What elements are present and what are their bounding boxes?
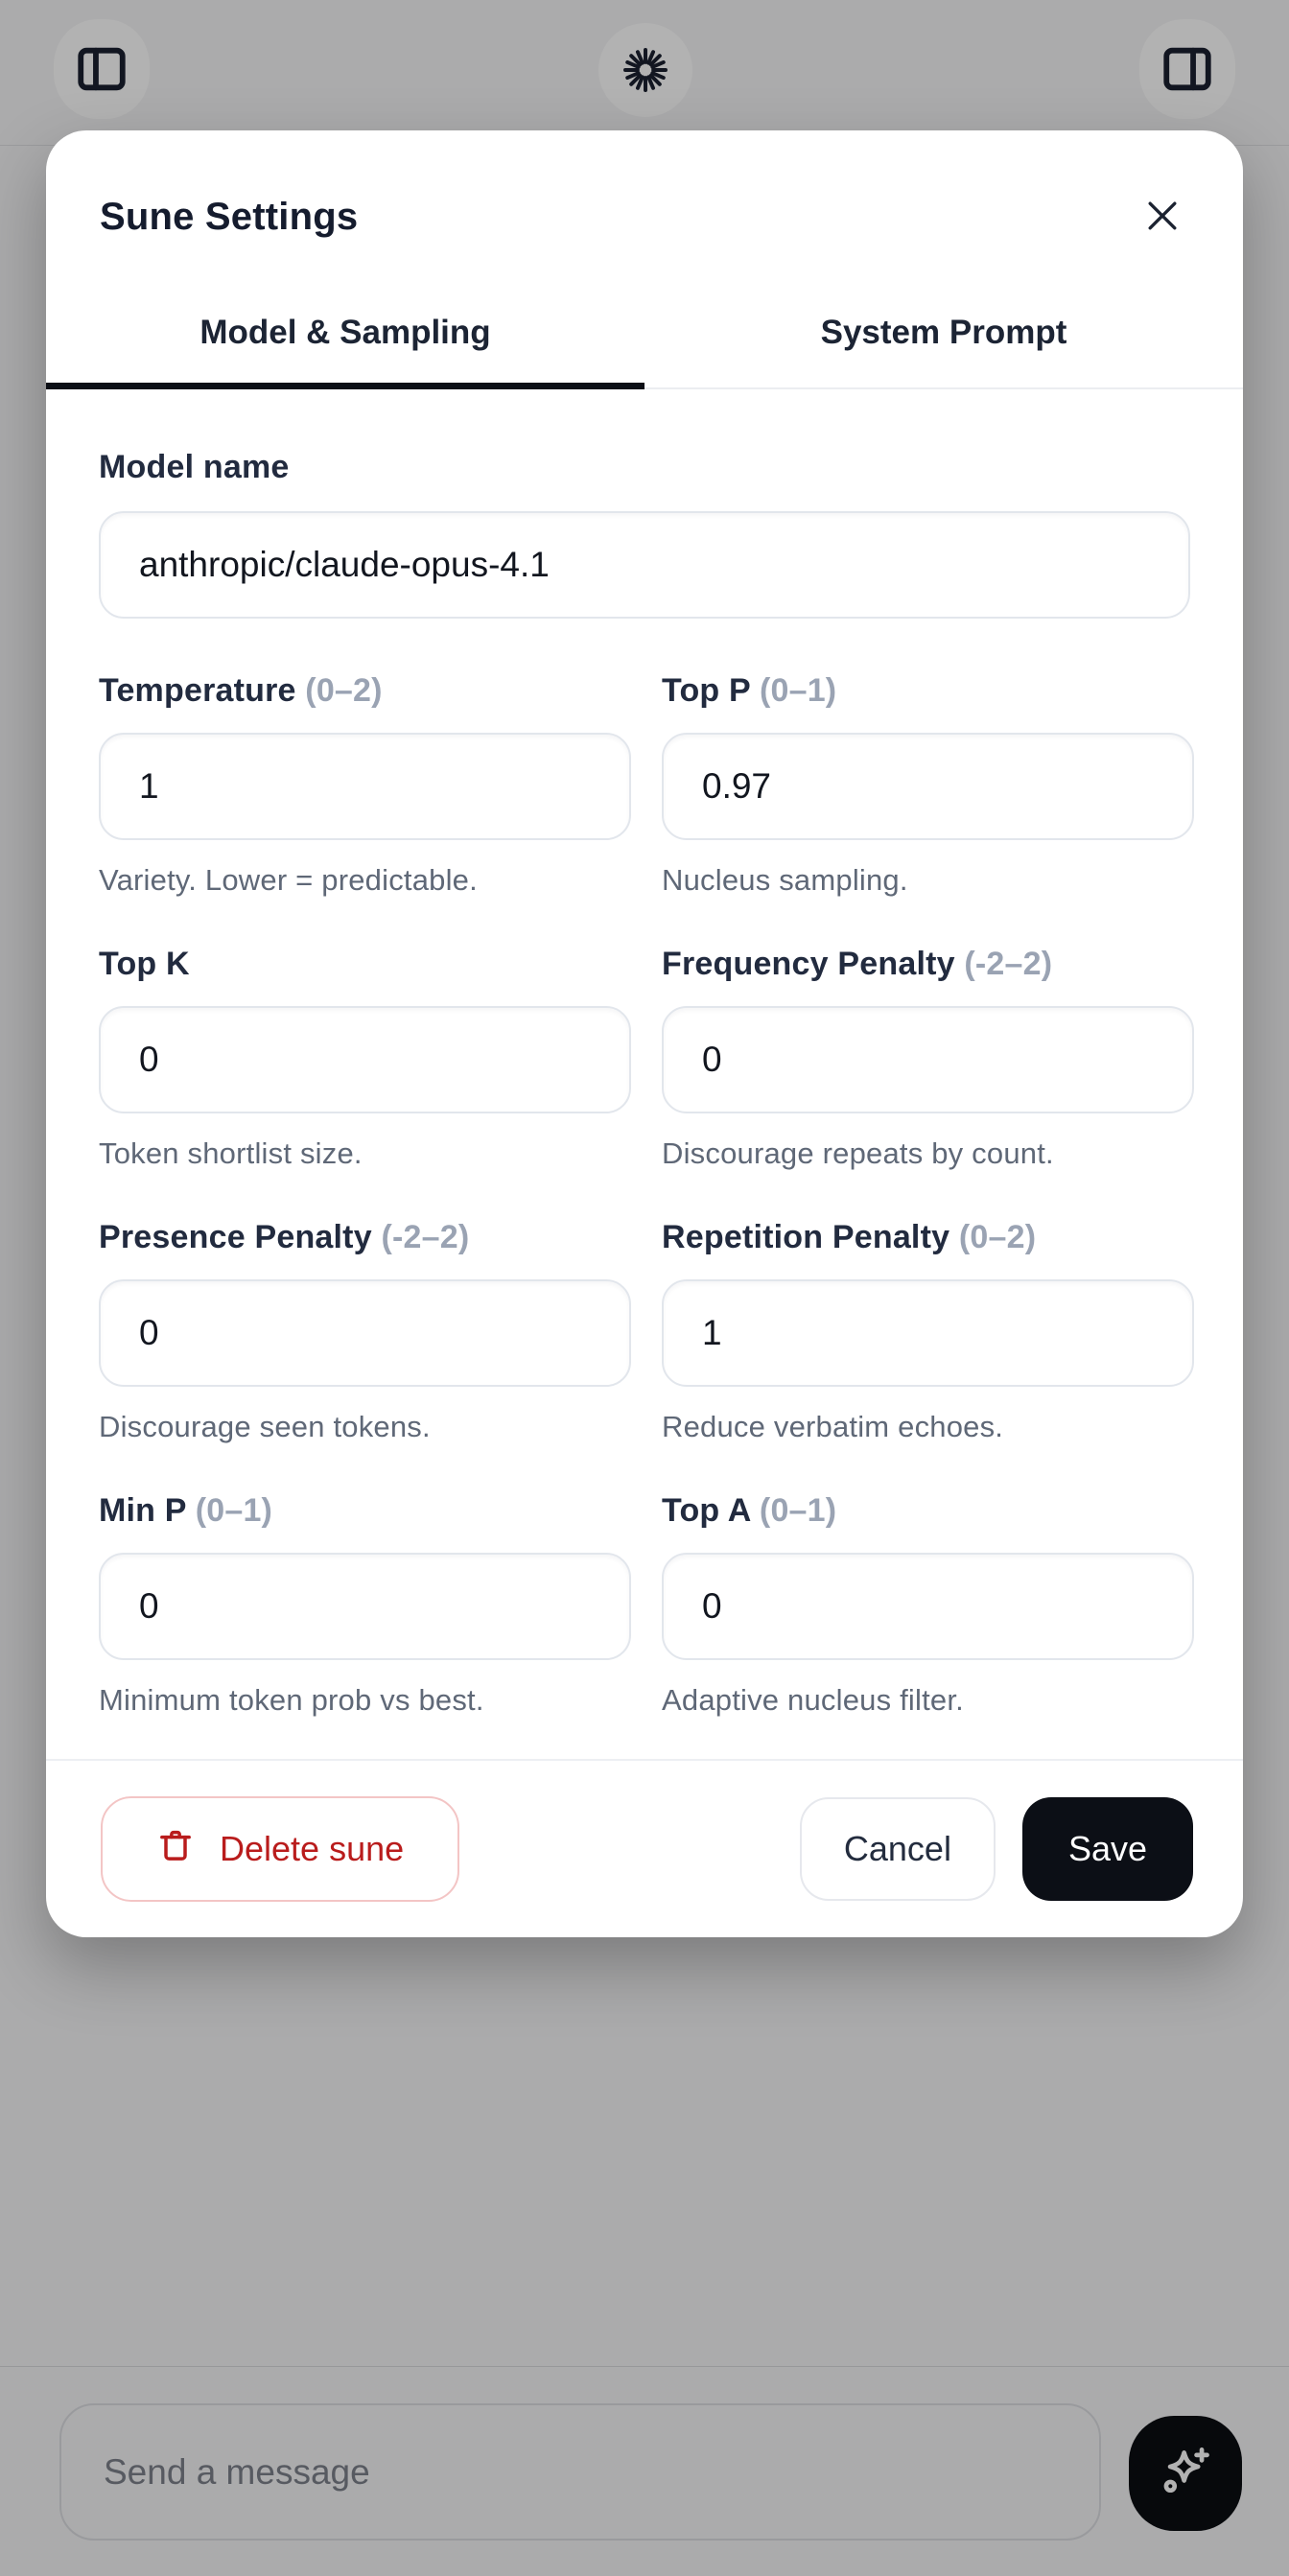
panel-right-icon xyxy=(1160,41,1215,97)
frequency-penalty-input[interactable] xyxy=(662,1006,1194,1113)
presence-penalty-input[interactable] xyxy=(99,1279,631,1387)
top-bar xyxy=(0,0,1289,146)
message-input[interactable] xyxy=(59,2403,1101,2541)
field-frequency-penalty: Frequency Penalty (-2–2) Discourage repe… xyxy=(662,946,1194,1171)
trash-icon xyxy=(156,1826,195,1873)
cancel-button[interactable]: Cancel xyxy=(799,1797,996,1901)
field-repetition-penalty: Repetition Penalty (0–2) Reduce verbatim… xyxy=(662,1219,1194,1444)
close-icon xyxy=(1141,195,1184,240)
sampling-fields-grid: Temperature (0–2) Variety. Lower = predi… xyxy=(99,672,1194,1718)
min-p-input[interactable] xyxy=(99,1553,631,1660)
repetition-penalty-helper: Reduce verbatim echoes. xyxy=(662,1410,1004,1443)
close-button[interactable] xyxy=(1132,186,1193,247)
top-a-helper: Adaptive nucleus filter. xyxy=(662,1683,964,1717)
repetition-penalty-label: Repetition Penalty (0–2) xyxy=(662,1219,1037,1255)
frequency-penalty-helper: Discourage repeats by count. xyxy=(662,1136,1054,1170)
sparkles-icon xyxy=(1154,2441,1217,2507)
dialog-footer: Delete sune Cancel Save xyxy=(46,1759,1243,1937)
field-top-a: Top A (0–1) Adaptive nucleus filter. xyxy=(662,1492,1194,1718)
presence-penalty-helper: Discourage seen tokens. xyxy=(99,1410,431,1443)
top-p-input[interactable] xyxy=(662,733,1194,840)
send-message-button[interactable] xyxy=(1129,2416,1242,2531)
delete-sune-label: Delete sune xyxy=(220,1829,405,1868)
starburst-icon xyxy=(619,43,672,97)
footer-actions: Cancel Save xyxy=(799,1797,1193,1901)
min-p-label: Min P (0–1) xyxy=(99,1492,273,1529)
field-temperature: Temperature (0–2) Variety. Lower = predi… xyxy=(99,672,631,898)
repetition-penalty-input[interactable] xyxy=(662,1279,1194,1387)
dialog-body: Model name Temperature (0–2) Variety. Lo… xyxy=(46,389,1243,1718)
dialog-header: Sune Settings xyxy=(46,130,1243,278)
top-a-input[interactable] xyxy=(662,1553,1194,1660)
tab-model-and-sampling[interactable]: Model & Sampling xyxy=(46,278,644,389)
top-p-helper: Nucleus sampling. xyxy=(662,863,908,897)
presence-penalty-label: Presence Penalty (-2–2) xyxy=(99,1219,470,1255)
field-min-p: Min P (0–1) Minimum token prob vs best. xyxy=(99,1492,631,1718)
frequency-penalty-label: Frequency Penalty (-2–2) xyxy=(662,946,1053,982)
right-sidebar-toggle-button[interactable] xyxy=(1139,19,1235,119)
top-p-range: (0–1) xyxy=(759,672,837,709)
tab-bar: Model & Sampling System Prompt xyxy=(46,278,1243,389)
sune-settings-dialog: Sune Settings Model & Sampling System Pr… xyxy=(46,130,1243,1937)
top-k-label: Top K xyxy=(99,946,190,982)
top-k-helper: Token shortlist size. xyxy=(99,1136,363,1170)
field-top-k: Top K Token shortlist size. xyxy=(99,946,631,1171)
min-p-helper: Minimum token prob vs best. xyxy=(99,1683,484,1717)
min-p-range: (0–1) xyxy=(195,1492,273,1529)
top-a-label: Top A (0–1) xyxy=(662,1492,837,1529)
model-name-input[interactable] xyxy=(99,511,1190,619)
temperature-helper: Variety. Lower = predictable. xyxy=(99,863,478,897)
temperature-label: Temperature (0–2) xyxy=(99,672,383,709)
field-presence-penalty: Presence Penalty (-2–2) Discourage seen … xyxy=(99,1219,631,1444)
temperature-input[interactable] xyxy=(99,733,631,840)
repetition-penalty-range: (0–2) xyxy=(958,1219,1037,1255)
tab-system-prompt[interactable]: System Prompt xyxy=(644,278,1243,387)
delete-sune-button[interactable]: Delete sune xyxy=(101,1796,460,1902)
presence-penalty-range: (-2–2) xyxy=(381,1219,470,1255)
top-p-label: Top P (0–1) xyxy=(662,672,837,709)
center-starburst-button[interactable] xyxy=(598,23,692,117)
temperature-range: (0–2) xyxy=(305,672,383,709)
frequency-penalty-range: (-2–2) xyxy=(964,946,1053,982)
composer-bar xyxy=(0,2366,1289,2576)
model-name-label: Model name xyxy=(99,449,290,485)
save-button[interactable]: Save xyxy=(1021,1797,1193,1901)
panel-left-icon xyxy=(74,41,129,97)
top-a-range: (0–1) xyxy=(759,1492,837,1529)
dialog-title: Sune Settings xyxy=(100,195,359,238)
top-k-input[interactable] xyxy=(99,1006,631,1113)
left-sidebar-toggle-button[interactable] xyxy=(54,19,150,119)
field-top-p: Top P (0–1) Nucleus sampling. xyxy=(662,672,1194,898)
